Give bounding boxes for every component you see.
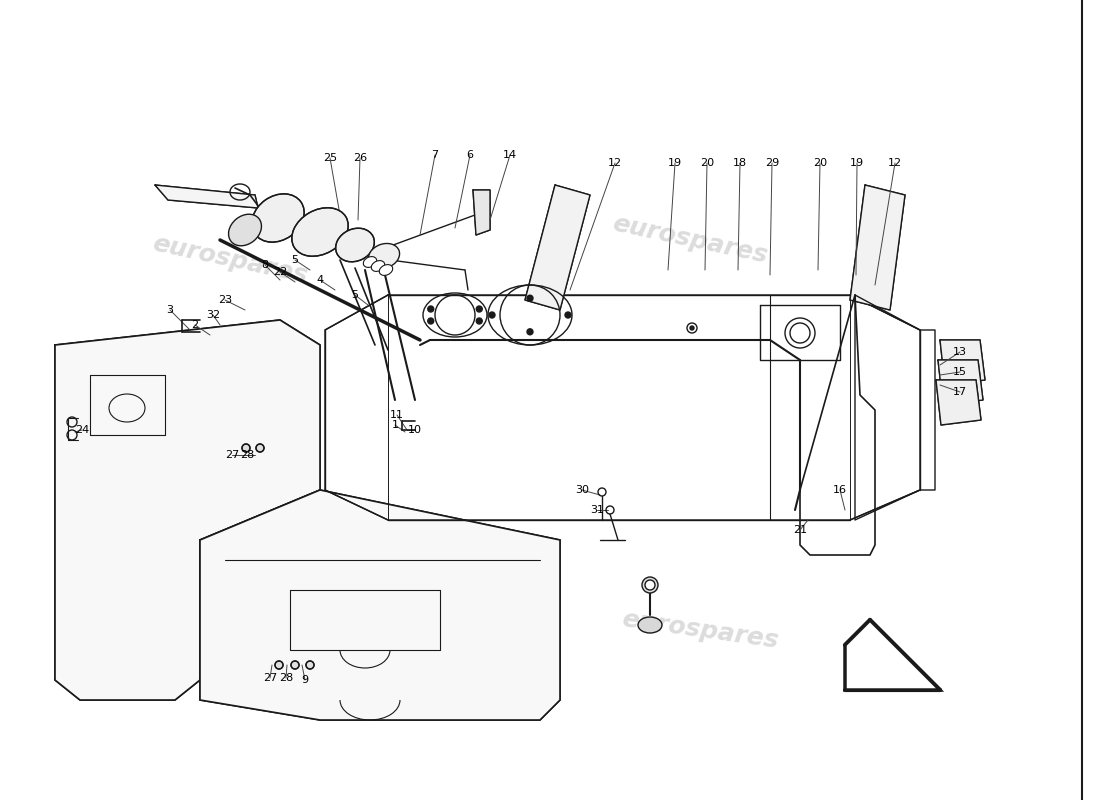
Text: 23: 23 xyxy=(218,295,232,305)
Circle shape xyxy=(642,577,658,593)
Ellipse shape xyxy=(368,243,399,269)
Text: 10: 10 xyxy=(408,425,422,435)
Text: 5: 5 xyxy=(352,290,359,300)
Text: 7: 7 xyxy=(431,150,439,160)
Text: 21: 21 xyxy=(793,525,807,535)
Circle shape xyxy=(645,580,654,590)
Polygon shape xyxy=(55,320,320,700)
Circle shape xyxy=(527,329,534,334)
Text: 20: 20 xyxy=(813,158,827,168)
Text: 18: 18 xyxy=(733,158,747,168)
Ellipse shape xyxy=(379,265,393,275)
Ellipse shape xyxy=(336,228,374,262)
Text: 26: 26 xyxy=(353,153,367,163)
Text: 28: 28 xyxy=(279,673,293,683)
Polygon shape xyxy=(200,490,560,720)
Text: 22: 22 xyxy=(273,267,287,277)
Text: 3: 3 xyxy=(166,305,174,315)
Text: 4: 4 xyxy=(317,275,323,285)
Text: 17: 17 xyxy=(953,387,967,397)
Text: 27: 27 xyxy=(263,673,277,683)
Ellipse shape xyxy=(229,214,262,246)
Text: 25: 25 xyxy=(323,153,337,163)
Text: 5: 5 xyxy=(292,255,298,265)
Text: eurospares: eurospares xyxy=(150,617,310,663)
Ellipse shape xyxy=(638,617,662,633)
Text: 8: 8 xyxy=(262,260,268,270)
Text: 19: 19 xyxy=(668,158,682,168)
Text: eurospares: eurospares xyxy=(610,212,770,268)
Text: 9: 9 xyxy=(301,675,309,685)
Circle shape xyxy=(565,312,571,318)
Text: 31: 31 xyxy=(590,505,604,515)
Text: 1: 1 xyxy=(392,420,398,430)
Text: eurospares: eurospares xyxy=(620,607,780,653)
Text: 12: 12 xyxy=(888,158,902,168)
Circle shape xyxy=(428,306,433,312)
Circle shape xyxy=(476,318,482,324)
Polygon shape xyxy=(938,360,983,405)
Circle shape xyxy=(490,312,495,318)
Text: 19: 19 xyxy=(850,158,865,168)
Text: 27: 27 xyxy=(224,450,239,460)
Polygon shape xyxy=(936,380,981,425)
Text: eurospares: eurospares xyxy=(151,232,310,288)
Circle shape xyxy=(292,661,299,669)
Circle shape xyxy=(256,444,264,452)
Ellipse shape xyxy=(292,208,349,256)
Circle shape xyxy=(306,661,313,669)
Text: 20: 20 xyxy=(700,158,714,168)
Text: 11: 11 xyxy=(390,410,404,420)
Ellipse shape xyxy=(252,194,305,242)
Text: 13: 13 xyxy=(953,347,967,357)
Circle shape xyxy=(527,295,534,301)
Text: 24: 24 xyxy=(75,425,89,435)
Circle shape xyxy=(476,306,482,312)
Text: 16: 16 xyxy=(833,485,847,495)
Circle shape xyxy=(275,661,283,669)
Polygon shape xyxy=(525,185,590,310)
Polygon shape xyxy=(473,190,490,235)
Text: 32: 32 xyxy=(206,310,220,320)
Circle shape xyxy=(428,318,433,324)
Ellipse shape xyxy=(363,257,376,267)
Circle shape xyxy=(690,326,694,330)
Polygon shape xyxy=(850,185,905,310)
Ellipse shape xyxy=(372,261,385,271)
Text: 30: 30 xyxy=(575,485,589,495)
Text: 6: 6 xyxy=(466,150,473,160)
Polygon shape xyxy=(845,620,940,690)
Text: 28: 28 xyxy=(240,450,254,460)
Circle shape xyxy=(242,444,250,452)
Polygon shape xyxy=(940,340,984,385)
Polygon shape xyxy=(155,185,258,208)
Text: 15: 15 xyxy=(953,367,967,377)
Text: 12: 12 xyxy=(608,158,623,168)
Text: 2: 2 xyxy=(191,320,199,330)
Text: 29: 29 xyxy=(764,158,779,168)
Text: 14: 14 xyxy=(503,150,517,160)
